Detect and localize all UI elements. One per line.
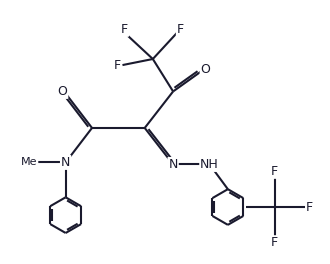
Text: N: N — [61, 156, 70, 169]
Text: N: N — [168, 158, 178, 171]
Text: Me: Me — [21, 157, 37, 167]
Text: O: O — [201, 63, 211, 76]
Text: F: F — [271, 236, 278, 249]
Text: F: F — [271, 165, 278, 178]
Text: F: F — [177, 23, 184, 36]
Text: F: F — [114, 59, 121, 72]
Text: F: F — [121, 23, 128, 36]
Text: O: O — [57, 85, 67, 98]
Text: NH: NH — [200, 158, 219, 171]
Text: F: F — [306, 201, 314, 214]
